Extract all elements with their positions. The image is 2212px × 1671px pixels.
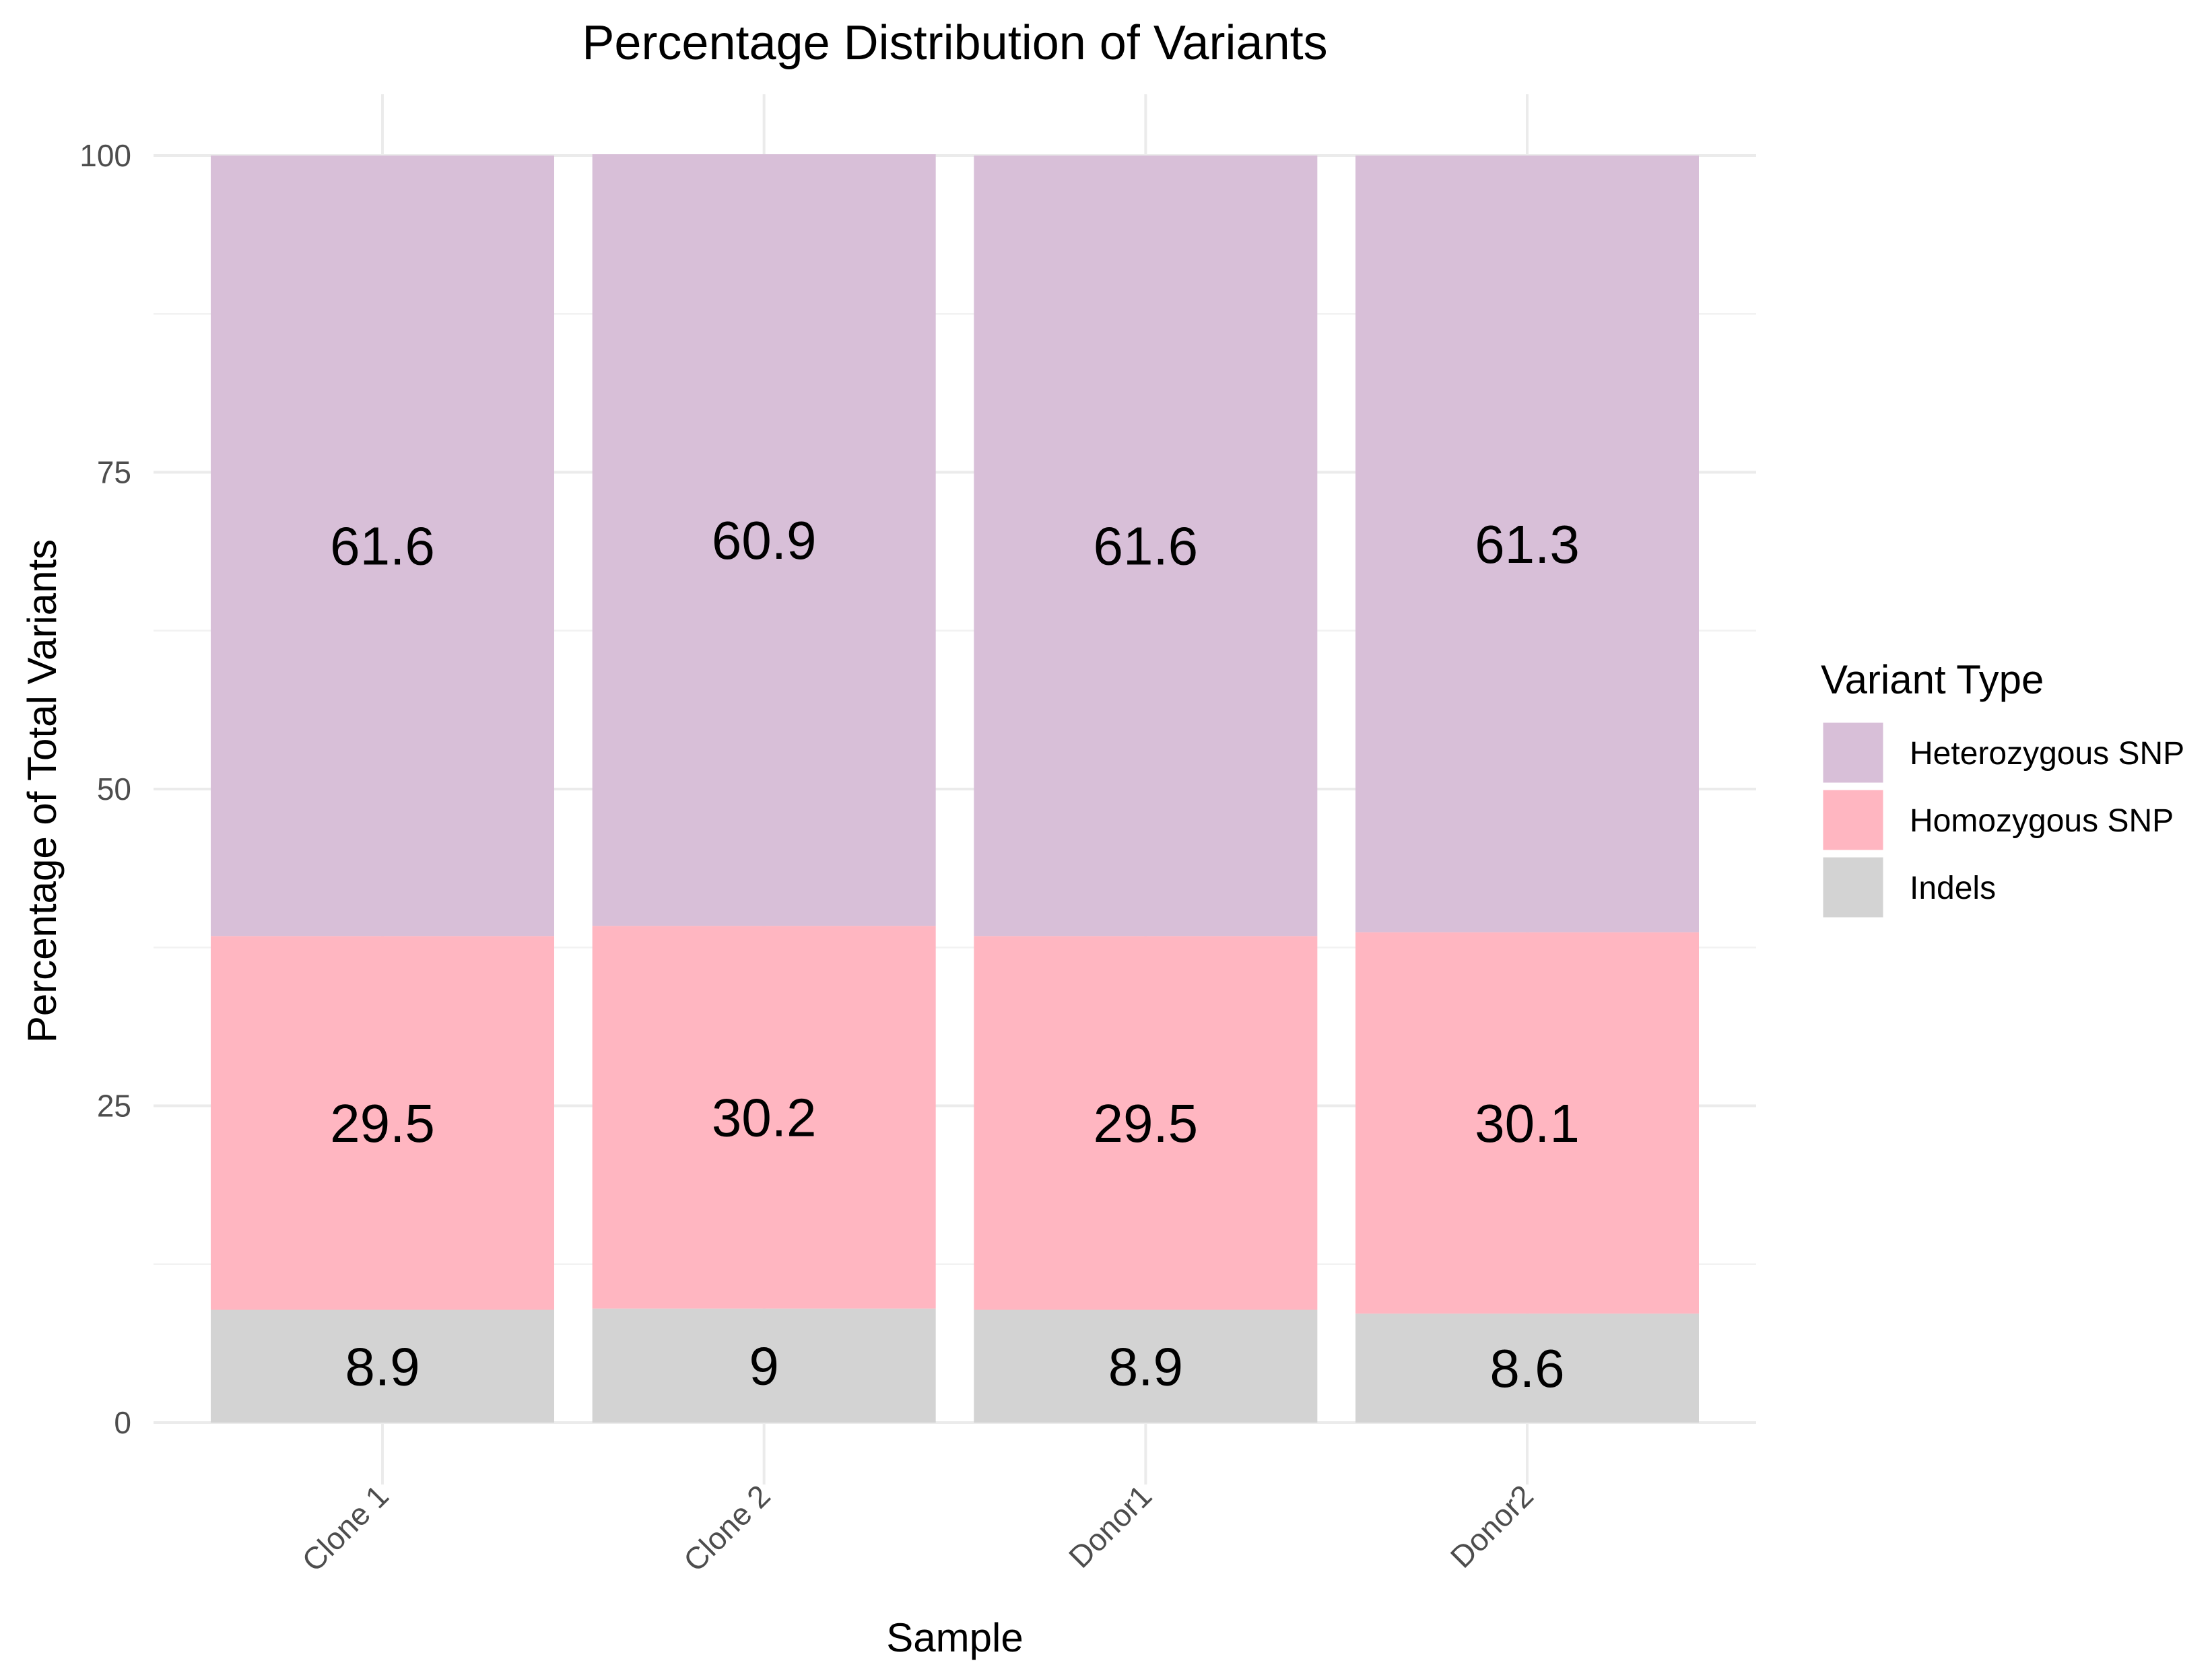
- legend-swatch-indels: [1821, 855, 1885, 920]
- data-label-donor1-indels: 8.9: [1108, 1336, 1183, 1396]
- y-tick-label: 100: [79, 138, 131, 173]
- bar-clone-2-heterozygous-snp: [592, 154, 936, 926]
- legend-label-indels: Indels: [1910, 871, 1996, 906]
- y-tick-label: 25: [97, 1089, 131, 1124]
- data-label-clone-1-heterozygous-snp: 61.6: [330, 516, 435, 576]
- bar-donor1-indels: [974, 1309, 1318, 1423]
- data-label-donor2-indels: 8.6: [1489, 1338, 1564, 1398]
- data-label-clone-2-homozygous-snp: 30.2: [712, 1087, 817, 1147]
- legend-title: Variant Type: [1821, 657, 2044, 702]
- data-label-donor2-heterozygous-snp: 61.3: [1475, 514, 1580, 574]
- bars: [211, 154, 1699, 1423]
- legend-swatch-heterozygous-snp: [1821, 720, 1885, 785]
- bar-donor2-homozygous-snp: [1355, 932, 1699, 1314]
- data-labels: 8.9 29.5 61.6 9 30.2 60.9 8.9 29.5 61.6 8.6 30.1 61…: [330, 510, 1580, 1398]
- data-label-donor1-homozygous-snp: 29.5: [1093, 1093, 1198, 1153]
- legend-label-homozygous-snp: Homozygous SNP: [1910, 803, 2174, 839]
- y-tick-label: 0: [114, 1405, 131, 1440]
- data-label-clone-2-indels: 9: [749, 1336, 779, 1396]
- data-label-clone-1-homozygous-snp: 29.5: [330, 1093, 435, 1153]
- bar-donor2-indels: [1355, 1314, 1699, 1423]
- y-tick-label: 75: [97, 455, 131, 490]
- bar-clone-2-homozygous-snp: [592, 926, 936, 1309]
- bar-clone-2-indels: [592, 1308, 936, 1423]
- y-axis-title: Percentage of Total Variants: [20, 539, 65, 1043]
- x-tick-label: Donor2: [1444, 1478, 1540, 1574]
- bar-donor1-homozygous-snp: [974, 936, 1318, 1310]
- bar-clone-1-heterozygous-snp: [211, 156, 554, 936]
- y-tick-label: 50: [97, 772, 131, 807]
- legend: Variant Type Heterozygous SNP Homozygous S…: [1821, 657, 2184, 920]
- chart-title: Percentage Distribution of Variants: [582, 16, 1327, 70]
- x-axis-title: Sample: [886, 1615, 1023, 1660]
- legend-label-heterozygous-snp: Heterozygous SNP: [1910, 736, 2184, 772]
- x-tick-label: Clone 2: [677, 1478, 777, 1578]
- bar-clone-1-indels: [211, 1309, 554, 1423]
- x-tick-label: Donor1: [1062, 1478, 1158, 1574]
- data-label-donor2-homozygous-snp: 30.1: [1475, 1093, 1580, 1153]
- data-label-donor1-heterozygous-snp: 61.6: [1093, 516, 1198, 576]
- data-label-clone-2-heterozygous-snp: 60.9: [712, 510, 817, 570]
- data-label-clone-1-indels: 8.9: [345, 1336, 420, 1396]
- x-tick-label: Clone 1: [295, 1478, 395, 1578]
- bar-clone-1-homozygous-snp: [211, 936, 554, 1310]
- legend-swatch-homozygous-snp: [1821, 788, 1885, 852]
- bar-donor2-heterozygous-snp: [1355, 156, 1699, 932]
- bar-donor1-heterozygous-snp: [974, 156, 1318, 936]
